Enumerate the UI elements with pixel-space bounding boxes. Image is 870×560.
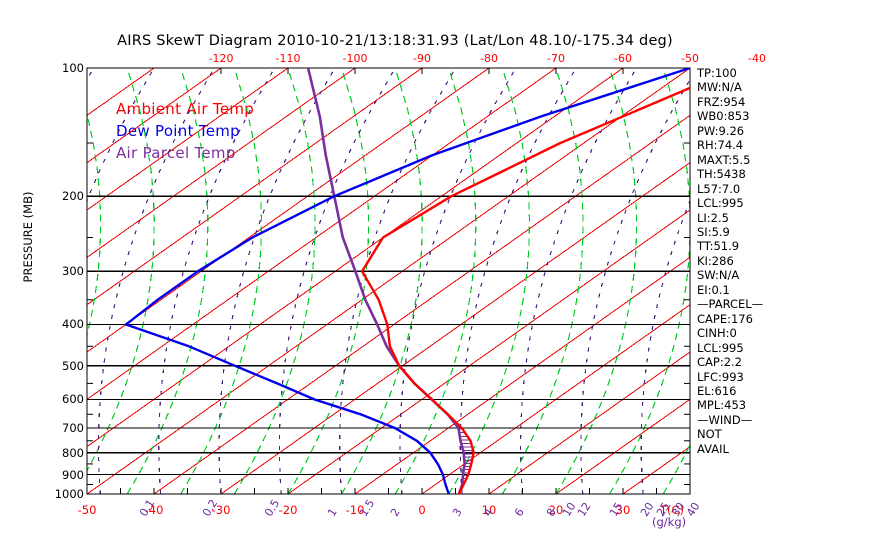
stat-line: WB0:853 [697,109,750,124]
stat-line: LI:2.5 [697,210,729,225]
stat-line: CINH:0 [697,326,737,341]
stat-line: RH:74.4 [697,138,744,153]
stat-line: L57:7.0 [697,181,741,196]
legend-item-2: Dew Point Temp [116,122,241,140]
bottom-temp-tick: -40 [144,503,164,517]
sounding-stats-panel: TP:100 MW:N/A FRZ:954 WB0:853 PW:9.26 RH:74.4… [697,66,817,456]
stat-line: KI:286 [697,253,734,268]
pressure-tick: 500 [62,358,84,373]
stat-line: PW:9.26 [697,123,745,138]
top-temp-tick: -40 [748,52,766,65]
stat-line: SW:N/A [697,268,740,283]
top-temp-tick: -50 [681,52,699,65]
stat-line: MPL:453 [697,398,747,413]
legend-item-1: Ambient Air Temp [116,100,255,118]
pressure-tick: 700 [62,421,84,435]
stat-line: LFC:993 [697,369,744,384]
pressure-tick: 400 [62,317,84,332]
top-temp-tick: -110 [275,52,301,65]
stat-line: CAP:2.2 [697,355,742,370]
top-temp-tick: -80 [480,52,498,65]
top-temp-tick: -70 [547,52,565,65]
top-temp-tick: -60 [614,52,632,65]
top-temp-tick: -90 [413,52,431,65]
bottom-temp-tick: 30 [615,503,631,517]
bottom-temp-tick: 10 [481,503,497,517]
x-axis-mixing-label: (g/kg) [652,515,687,529]
x-axis-temp-label: T(C) [660,503,685,517]
top-temp-tick: -120 [208,52,234,65]
legend-item-3: Air Parcel Temp [116,144,236,162]
bottom-temp-tick: -10 [345,503,365,517]
page-title: AIRS SkewT Diagram 2010-10-21/13:18:31.9… [117,33,673,49]
bottom-temp-tick: 20 [548,503,564,517]
stat-line: EI:0.1 [697,282,730,297]
stat-line: MAXT:5.5 [697,152,751,167]
bottom-temp-tick: -30 [211,503,231,517]
stat-line: TP:100 [697,66,737,80]
stat-line: AVAIL [697,441,729,456]
stat-line: EL:616 [697,383,737,398]
bottom-temp-tick: -20 [278,503,298,517]
stat-line: CAPE:176 [697,311,753,326]
stat-line: FRZ:954 [697,94,746,109]
stat-line: SI:5.9 [697,224,730,239]
stat-line: NOT [697,427,722,442]
stat-line: TT:51.9 [697,239,740,254]
stat-line: —PARCEL— [697,297,764,312]
bottom-temp-tick: 0 [418,503,426,517]
stat-line: —WIND— [697,412,753,427]
bottom-temp-tick: -50 [77,503,97,517]
stat-line: TH:5438 [697,167,746,182]
stat-line: MW:N/A [697,80,742,95]
pressure-tick: 900 [62,467,84,482]
pressure-tick: 1000 [54,487,84,501]
top-temp-tick: -100 [342,52,368,65]
stat-line: LCL:995 [697,340,744,355]
pressure-tick: 600 [62,392,84,407]
pressure-tick: 300 [62,264,84,279]
stat-line: LCL:995 [697,196,744,211]
pressure-tick: 100 [62,61,84,75]
pressure-tick: 200 [62,189,84,204]
pressure-tick: 800 [62,445,84,460]
